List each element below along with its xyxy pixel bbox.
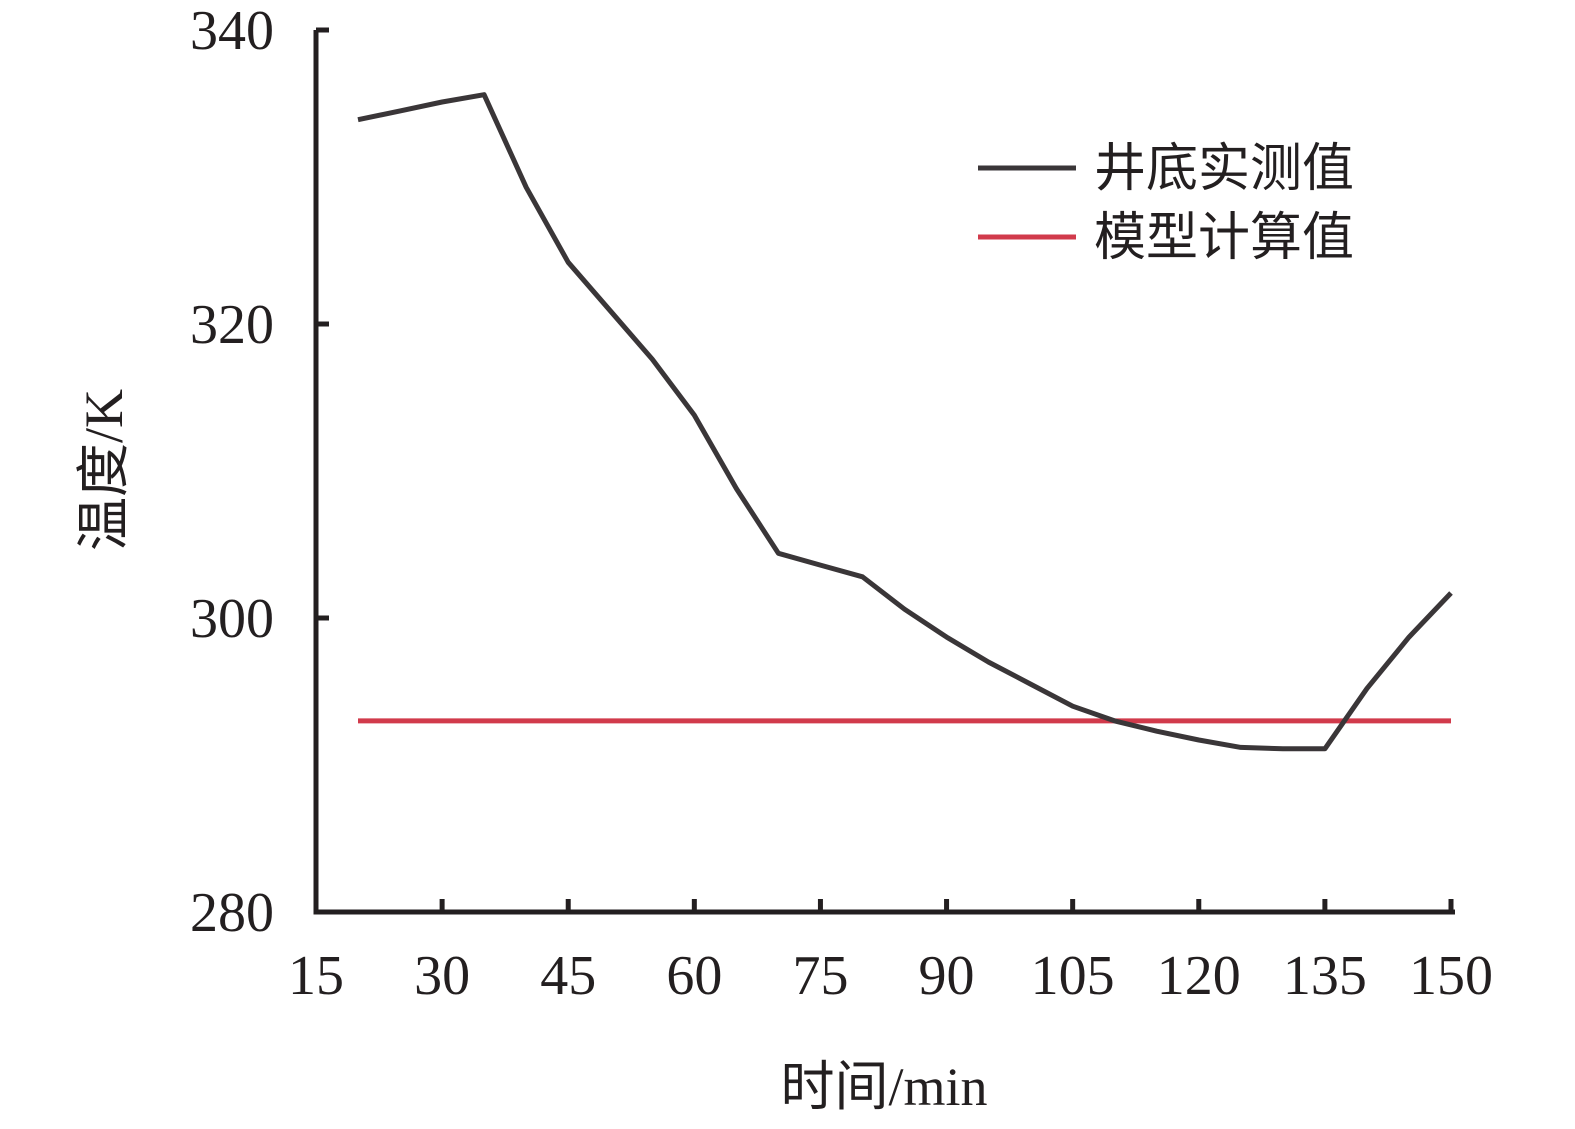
- x-tick-label: 90: [919, 945, 975, 1007]
- y-tick-label: 340: [190, 0, 274, 62]
- x-tick-label: 120: [1157, 945, 1241, 1007]
- x-tick-label: 150: [1409, 945, 1493, 1007]
- series-line-measured: [357, 92, 1453, 752]
- x-tick-label: 135: [1283, 945, 1367, 1007]
- series-layer: [357, 92, 1453, 752]
- x-axis-title: 时间/min: [780, 1057, 987, 1117]
- y-axis-title: 温度/K: [74, 389, 134, 551]
- legend: 井底实测值 模型计算值: [978, 141, 1354, 267]
- x-tick-label: 105: [1031, 945, 1115, 1007]
- y-tick-label: 280: [190, 882, 274, 944]
- x-tick-label: 60: [666, 945, 722, 1007]
- x-tick-label: 15: [288, 945, 344, 1007]
- y-axis-ticks: 280 300 320 340: [190, 0, 329, 944]
- x-tick-label: 30: [414, 945, 470, 1007]
- x-axis-ticks: 15 30 45 60 75 90 105 120 135 150: [288, 899, 1493, 1007]
- x-tick-label: 45: [540, 945, 596, 1007]
- legend-label-measured: 井底实测值: [1094, 141, 1354, 198]
- y-tick-label: 300: [190, 588, 274, 650]
- legend-label-model: 模型计算值: [1094, 210, 1354, 267]
- x-tick-label: 75: [792, 945, 848, 1007]
- y-tick-label: 320: [190, 294, 274, 356]
